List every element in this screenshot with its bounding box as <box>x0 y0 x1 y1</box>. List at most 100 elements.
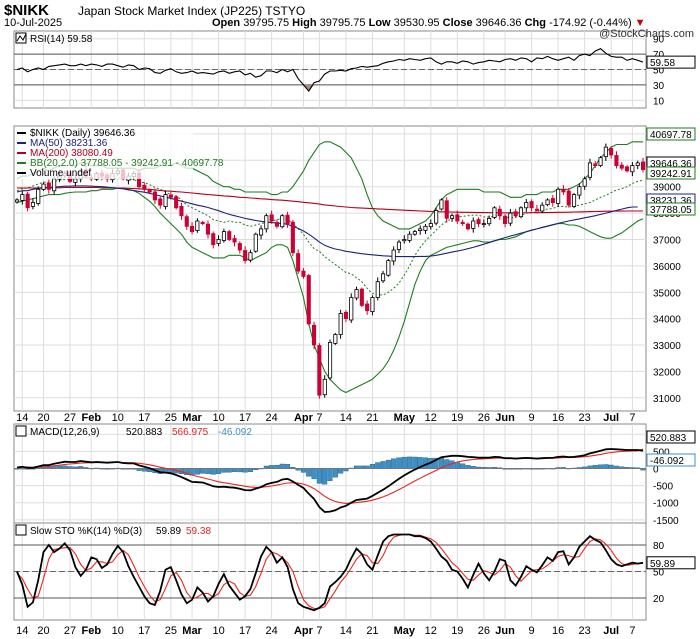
macd-y-tick-label: -1500 <box>653 516 679 527</box>
candle <box>248 252 253 261</box>
date-tick-label: 24 <box>266 412 278 424</box>
candle <box>603 146 608 158</box>
price-last-label-box <box>646 166 696 180</box>
date-tick-label: 17 <box>239 625 251 637</box>
price-last-label: 37788.05 <box>650 205 692 216</box>
macd-histogram-bar <box>412 456 418 469</box>
date-tick-label: 23 <box>579 412 591 424</box>
macd-histogram-bar <box>603 464 609 469</box>
date-tick-label: 12 <box>425 412 437 424</box>
candle <box>211 233 216 246</box>
macd-histogram-bar <box>285 464 291 469</box>
high-label: High <box>292 17 317 29</box>
date-tick-label: 21 <box>366 412 378 424</box>
rsi-y-tick-label: 50 <box>653 66 665 77</box>
rsi-last-value: 59.58 <box>650 58 675 69</box>
candle <box>301 270 306 277</box>
sto-legend-swatch <box>15 524 27 536</box>
candle <box>529 201 534 209</box>
candle <box>354 289 359 299</box>
copyright-text: @StockCharts.com <box>599 28 694 40</box>
candle <box>296 253 301 272</box>
candle <box>391 249 396 262</box>
date-tick-label: Feb <box>81 625 101 637</box>
bb-middle-line <box>16 176 644 296</box>
date-tick-label: 19 <box>451 412 463 424</box>
candle <box>582 178 587 187</box>
macd-histogram-bar <box>242 468 248 473</box>
date-tick-label: 20 <box>37 412 49 424</box>
date-tick-label: 19 <box>451 625 463 637</box>
date-tick-label: 7 <box>629 625 635 637</box>
macd-histogram-bar <box>396 457 402 469</box>
date-tick-label: Mar <box>182 625 202 637</box>
macd-panel: -1500-1000-50005001000MACD(12,26,9)520.8… <box>13 423 696 527</box>
macd-histogram-bar <box>205 468 211 475</box>
date-tick-label: Feb <box>81 412 101 424</box>
date-tick-label: 7 <box>316 412 322 424</box>
date-tick-label: 21 <box>366 625 378 637</box>
candle <box>20 194 25 201</box>
date-tick-label: Mar <box>182 412 202 424</box>
candle <box>561 188 566 193</box>
date-tick-label: 12 <box>425 625 437 637</box>
candle <box>577 186 582 196</box>
macd-histogram-bar <box>300 468 307 473</box>
candle <box>227 231 232 240</box>
price-last-label-box <box>646 202 696 216</box>
rsi-legend: RSI(14) 59.58 <box>30 34 93 45</box>
candle <box>513 211 518 217</box>
macd-hist-last-value: -46.092 <box>650 456 684 467</box>
date-tick-label: Jul <box>603 412 619 424</box>
macd-histogram-bar <box>200 468 206 474</box>
price-y-tick-label: 34000 <box>653 315 681 326</box>
price-y-tick-label: 37000 <box>653 235 681 246</box>
macd-histogram-bar <box>608 464 614 469</box>
sto-last-value: 59.89 <box>650 559 675 570</box>
rsi-last-value-box <box>646 55 696 69</box>
date-tick-label: 17 <box>138 625 150 637</box>
candle <box>184 216 189 227</box>
macd-histogram-bar <box>407 456 413 469</box>
macd-histogram-bar <box>306 468 312 477</box>
candle <box>593 163 598 166</box>
candle <box>30 202 35 207</box>
open-value: 39795.75 <box>243 17 290 29</box>
date-axis: 14 20 27 Feb 10 17 25 Mar 10 17 24 Apr 7 14 21 May 12 19 2… <box>16 412 635 637</box>
date-tick-label: 25 <box>165 625 177 637</box>
candle <box>625 166 630 172</box>
low-label: Low <box>368 17 391 29</box>
macd-hist-last-value-box <box>646 453 696 467</box>
candle <box>280 215 285 228</box>
macd-histogram-bar <box>322 468 328 485</box>
rsi-line <box>16 48 644 93</box>
macd-histogram-bar <box>444 459 450 469</box>
price-y-tick-label: 33000 <box>653 341 681 352</box>
macd-histogram-bar <box>279 463 285 469</box>
sto-legend-d: 59.38 <box>186 526 211 537</box>
quote-date: 10-Jul-2025 <box>4 17 63 29</box>
candle <box>471 220 476 229</box>
date-tick-label: 24 <box>266 625 278 637</box>
candle <box>386 260 391 276</box>
candle <box>174 196 179 209</box>
candle <box>518 207 523 218</box>
date-tick-label: 16 <box>552 412 564 424</box>
macd-histogram-bar <box>226 468 232 473</box>
macd-y-tick-label: -1000 <box>653 499 679 510</box>
candle <box>285 214 290 224</box>
candle <box>36 188 41 204</box>
candle <box>635 162 640 166</box>
candle <box>195 220 200 232</box>
macd-histogram-bar <box>210 468 216 475</box>
macd-histogram-bar <box>316 468 322 484</box>
candle <box>598 157 603 166</box>
macd-histogram-bar <box>215 468 222 474</box>
chg-label: Chg <box>524 17 546 29</box>
candle <box>264 215 269 230</box>
candle <box>142 184 147 190</box>
price-panel: 3100032000330003400035000360003700038000… <box>13 125 696 412</box>
date-tick-label: 25 <box>165 412 177 424</box>
macd-histogram-bar <box>460 463 466 469</box>
